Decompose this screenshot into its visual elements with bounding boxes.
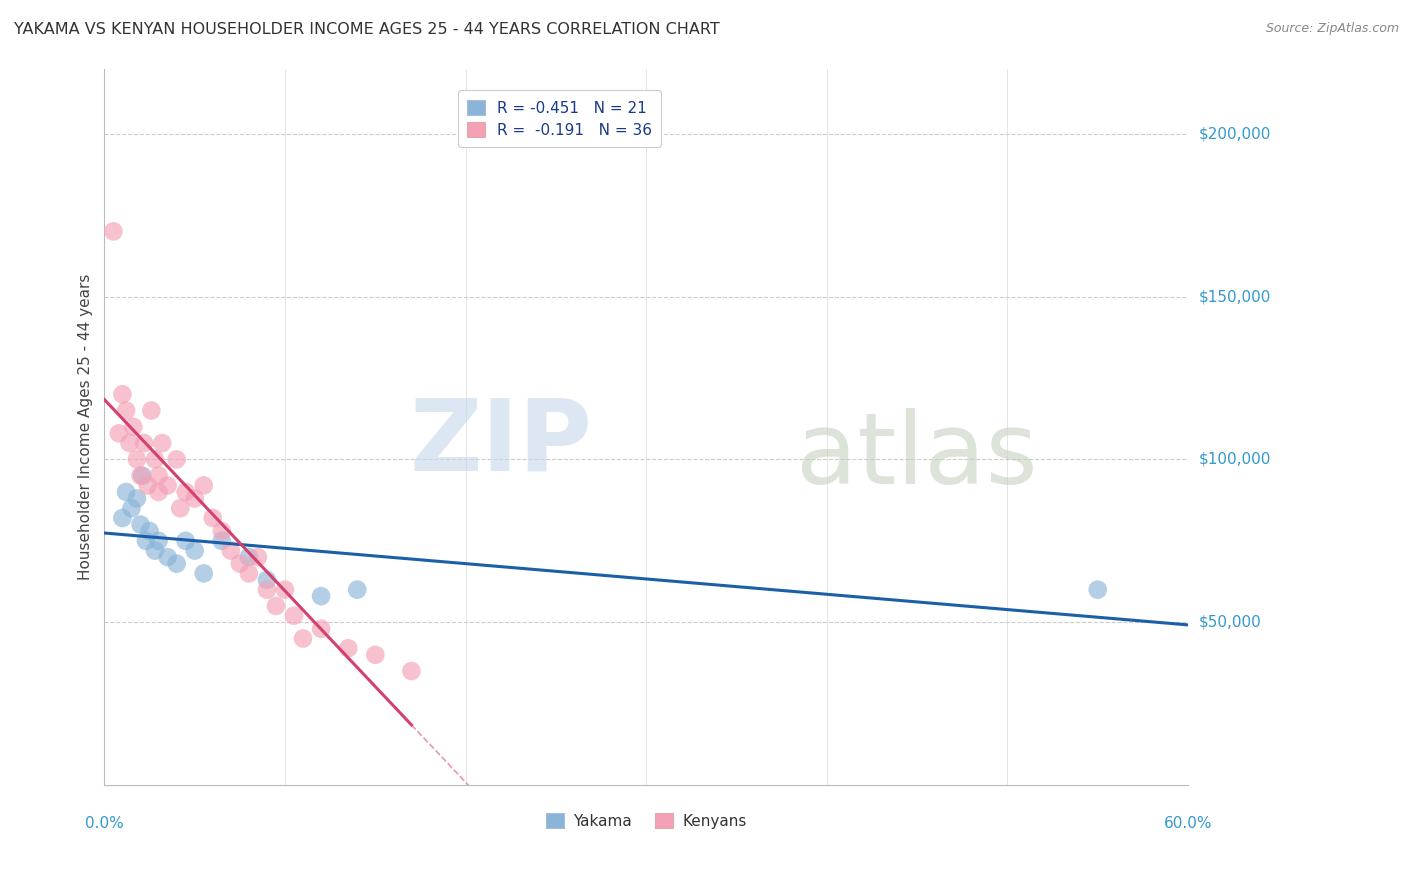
Point bbox=[193, 478, 215, 492]
Point bbox=[337, 641, 360, 656]
Point bbox=[141, 403, 163, 417]
Point bbox=[148, 485, 170, 500]
Point bbox=[143, 452, 166, 467]
Text: Source: ZipAtlas.com: Source: ZipAtlas.com bbox=[1265, 22, 1399, 36]
Point bbox=[292, 632, 315, 646]
Point bbox=[115, 403, 138, 417]
Point bbox=[238, 550, 260, 565]
Text: $100,000: $100,000 bbox=[1199, 452, 1271, 467]
Point bbox=[111, 387, 134, 401]
Point bbox=[246, 550, 269, 565]
Point bbox=[309, 622, 332, 636]
Point bbox=[111, 511, 134, 525]
Point bbox=[166, 557, 188, 571]
Point bbox=[131, 468, 153, 483]
Point bbox=[346, 582, 368, 597]
Point bbox=[183, 543, 205, 558]
Point bbox=[256, 582, 278, 597]
Point bbox=[229, 557, 252, 571]
Point bbox=[174, 533, 197, 548]
Point bbox=[256, 573, 278, 587]
Point bbox=[103, 224, 125, 238]
Point bbox=[193, 566, 215, 581]
Point bbox=[364, 648, 387, 662]
Point bbox=[143, 543, 166, 558]
Point bbox=[174, 485, 197, 500]
Point bbox=[122, 419, 145, 434]
Point bbox=[219, 543, 242, 558]
Y-axis label: Householder Income Ages 25 - 44 years: Householder Income Ages 25 - 44 years bbox=[79, 274, 93, 580]
Point bbox=[135, 533, 157, 548]
Point bbox=[201, 511, 224, 525]
Point bbox=[183, 491, 205, 506]
Point bbox=[129, 517, 152, 532]
Point bbox=[274, 582, 297, 597]
Point bbox=[211, 533, 233, 548]
Point bbox=[121, 501, 143, 516]
Point bbox=[156, 478, 179, 492]
Point bbox=[125, 491, 148, 506]
Text: $50,000: $50,000 bbox=[1199, 615, 1261, 630]
Legend: Yakama, Kenyans: Yakama, Kenyans bbox=[540, 806, 752, 835]
Text: ZIP: ZIP bbox=[409, 394, 592, 491]
Point bbox=[125, 452, 148, 467]
Point bbox=[169, 501, 191, 516]
Text: $200,000: $200,000 bbox=[1199, 126, 1271, 141]
Point bbox=[148, 533, 170, 548]
Text: YAKAMA VS KENYAN HOUSEHOLDER INCOME AGES 25 - 44 YEARS CORRELATION CHART: YAKAMA VS KENYAN HOUSEHOLDER INCOME AGES… bbox=[14, 22, 720, 37]
Point bbox=[401, 664, 423, 678]
Point bbox=[108, 426, 131, 441]
Point bbox=[138, 524, 160, 538]
Text: 0.0%: 0.0% bbox=[84, 815, 124, 830]
Point bbox=[132, 436, 155, 450]
Point bbox=[166, 452, 188, 467]
Point bbox=[309, 589, 332, 603]
Point bbox=[211, 524, 233, 538]
Point bbox=[156, 550, 179, 565]
Point bbox=[136, 478, 159, 492]
Text: atlas: atlas bbox=[796, 408, 1038, 505]
Point bbox=[148, 468, 170, 483]
Point bbox=[150, 436, 173, 450]
Point bbox=[238, 566, 260, 581]
Point bbox=[1087, 582, 1109, 597]
Point bbox=[264, 599, 287, 613]
Point bbox=[118, 436, 141, 450]
Text: $150,000: $150,000 bbox=[1199, 289, 1271, 304]
Point bbox=[129, 468, 152, 483]
Point bbox=[115, 485, 138, 500]
Text: 60.0%: 60.0% bbox=[1164, 815, 1212, 830]
Point bbox=[283, 608, 305, 623]
